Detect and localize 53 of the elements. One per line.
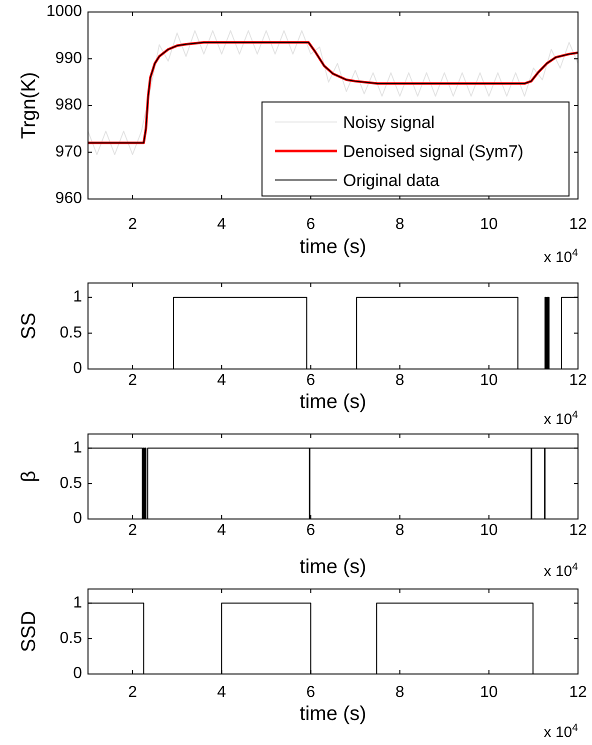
x-tick-label: 12 [569,372,587,390]
y-axis-title: Trgn(K) [18,72,40,140]
x-tick-label: 4 [217,522,226,540]
y-tick-label: 0.5 [60,474,82,492]
y-tick-label: 0 [73,510,82,528]
x-tick-label: 6 [306,216,316,234]
text: x 10$^{4}$ [544,409,578,428]
x-tick-label: 4 [217,684,226,702]
y-tick-label: 0 [73,360,82,378]
text: x 10$^{4}$ [544,247,578,266]
y-tick-label: 990 [55,50,82,67]
x-tick-label: 10 [480,372,498,390]
y-tick-label: 980 [55,96,82,114]
x-tick-label: 10 [480,522,498,540]
x-axis-title: time (s) [300,703,366,726]
x-tick-label: 10 [480,216,498,234]
x-tick-label: 2 [128,216,138,234]
x-tick-label: 12 [569,684,587,702]
text: x 10$^{4}$ [544,561,578,580]
x-tick-label: 8 [395,522,404,540]
y-tick-label: 1000 [46,3,82,20]
x-tick-label: 12 [569,216,587,234]
x-tick-label: 6 [306,372,316,390]
x-tick-label: 4 [217,372,226,390]
y-axis-title: β [18,470,40,482]
x-tick-label: 10 [480,684,498,702]
y-tick-label: 0.5 [60,630,82,647]
legend-label: Denoised signal (Sym7) [343,142,524,161]
y-tick-label: 970 [55,143,82,160]
y-tick-label: 960 [55,190,82,208]
y-tick-label: 0 [73,665,82,682]
x-tick-label: 2 [128,522,138,540]
x-axis-title: time (s) [300,391,366,414]
y-axis-title: SS [18,312,40,340]
x-axis-title: time (s) [300,236,366,258]
x-tick-label: 12 [569,522,587,540]
legend-label: Original data [343,171,440,190]
y-tick-label: 1 [73,439,82,456]
x-tick-label: 6 [306,684,316,702]
y-tick-label: 1 [73,594,82,612]
text: x 10$^{4}$ [544,722,578,741]
legend-label: Noisy signal [343,113,435,132]
y-tick-label: 0.5 [60,324,82,342]
x-tick-label: 8 [395,216,404,234]
x-tick-label: 2 [128,372,138,390]
x-tick-label: 2 [128,684,138,702]
x-tick-label: 6 [306,522,316,540]
y-axis-title: SSD [18,610,40,652]
x-tick-label: 4 [217,216,226,234]
y-tick-label: 1 [73,288,82,306]
x-tick-label: 8 [395,372,404,390]
x-axis-title: time (s) [300,556,366,578]
x-tick-label: 8 [395,684,404,702]
